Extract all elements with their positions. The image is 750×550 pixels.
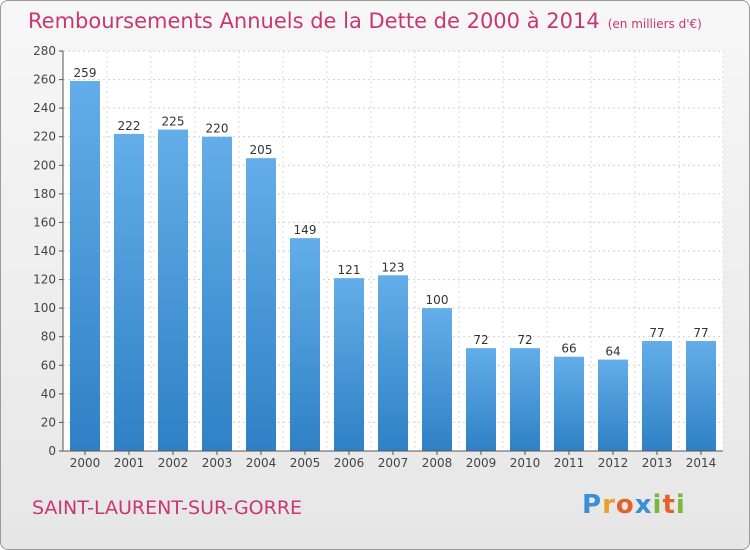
x-tick-label: 2012 [598,456,629,470]
x-tick-label: 2011 [554,456,585,470]
bar[interactable] [114,133,144,451]
y-tick-label: 220 [33,130,56,144]
bar[interactable] [290,238,320,451]
bar-value-label: 225 [162,115,185,129]
bar[interactable] [422,308,452,451]
bar[interactable] [510,348,540,451]
x-tick-label: 2009 [466,456,497,470]
x-tick-label: 2006 [334,456,365,470]
y-tick-label: 140 [33,244,56,258]
chart-subtitle: (en milliers d'€) [607,17,702,31]
chart-title-text: Remboursements Annuels de la Dette de 20… [28,9,600,33]
logo-letter: r [602,490,616,520]
x-tick-label: 2010 [510,456,541,470]
commune-name: SAINT-LAURENT-SUR-GORRE [32,497,303,519]
bar[interactable] [70,81,100,451]
bar[interactable] [554,356,584,451]
x-tick-label: 2001 [114,456,145,470]
logo-letter: P [582,490,603,520]
y-tick-label: 60 [41,358,56,372]
bar[interactable] [246,158,276,451]
bar[interactable] [158,129,188,452]
bar-value-label: 66 [561,342,576,356]
axes [59,50,723,455]
bar[interactable] [202,136,232,451]
bar-value-label: 149 [294,223,317,237]
y-tick-label: 280 [33,44,56,58]
logo-letter: i [675,490,686,520]
x-tick-label: 2014 [686,456,717,470]
y-tick-label: 80 [41,330,56,344]
bar-value-label: 72 [517,333,532,347]
y-tick-label: 200 [33,158,56,172]
x-tick-label: 2003 [202,456,233,470]
y-tick-label: 160 [33,215,56,229]
y-tick-label: 100 [33,301,56,315]
bar-value-label: 72 [473,333,488,347]
bars [70,81,716,452]
bar[interactable] [642,341,672,451]
y-tick-label: 20 [41,415,56,429]
y-tick-label: 180 [33,187,56,201]
y-tick-label: 260 [33,73,56,87]
x-tick-label: 2013 [642,456,673,470]
bar[interactable] [378,275,408,451]
bar-value-label: 121 [338,263,361,277]
bar-value-label: 123 [382,260,405,274]
bar[interactable] [466,348,496,451]
x-tick-label: 2000 [70,456,101,470]
bar-value-label: 205 [250,143,273,157]
bar[interactable] [686,341,716,451]
y-tick-label: 40 [41,387,56,401]
bar-value-label: 220 [206,122,229,136]
logo-letter: x [634,490,653,520]
logo-letter: i [652,490,663,520]
logo-letter: t [662,490,676,520]
x-tick-label: 2004 [246,456,277,470]
chart-title: Remboursements Annuels de la Dette de 20… [28,9,702,33]
labels: 0 20 40 60 80 100 120 140 160 180 200 220 240 260 280 2… [33,44,716,470]
x-tick-label: 2007 [378,456,409,470]
x-tick-label: 2002 [158,456,189,470]
bar-value-label: 64 [605,345,620,359]
bar-value-label: 77 [649,326,664,340]
bar-value-label: 77 [693,326,708,340]
bar[interactable] [598,359,628,451]
bar-value-label: 259 [74,66,97,80]
bar-value-label: 222 [118,119,141,133]
y-tick-label: 240 [33,101,56,115]
x-tick-label: 2005 [290,456,321,470]
x-tick-label: 2008 [422,456,453,470]
proxiti-logo[interactable]: Proxiti [582,490,686,520]
y-tick-label: 120 [33,273,56,287]
bar-value-label: 100 [426,293,449,307]
logo-letter: o [615,490,635,520]
y-tick-label: 0 [48,444,56,458]
bar[interactable] [334,278,364,451]
